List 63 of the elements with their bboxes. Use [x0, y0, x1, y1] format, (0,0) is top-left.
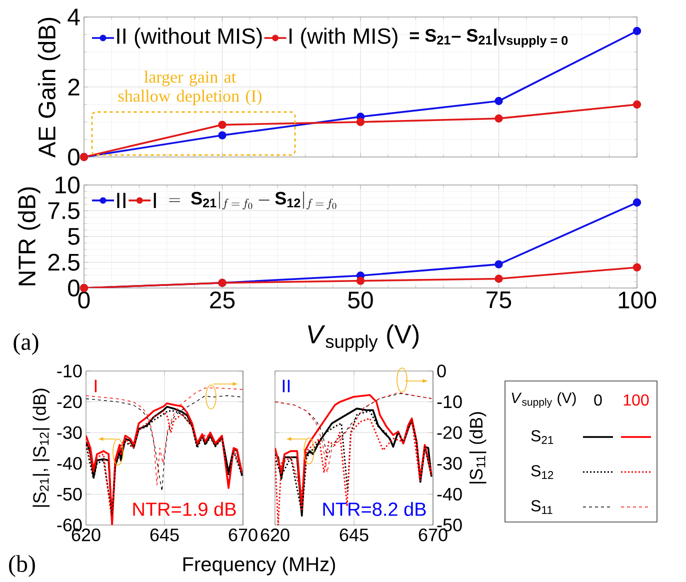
y-axis-title: AE Gain (dB) — [38, 18, 60, 158]
y-tick-label: -50 — [57, 488, 82, 501]
y-tick-label: -20 — [57, 395, 82, 408]
point — [218, 131, 226, 140]
y2-tick-label: -10 — [437, 395, 462, 408]
point — [632, 100, 642, 109]
x-tick-label: 100 — [618, 292, 656, 309]
x-axis-title: Frequency (MHz) — [183, 556, 335, 576]
annotation: NTR=8.2 dB — [323, 502, 426, 516]
annotation: II — [282, 380, 290, 392]
y-tick-label: 0 — [68, 148, 80, 166]
y-tick-label: 2 — [68, 78, 80, 96]
annotation: larger gain at shallow depletion (I) — [118, 70, 262, 106]
y-axis-title: NTR (dB) — [18, 187, 40, 286]
y-tick-label: -10 — [57, 364, 82, 378]
y-axis-title: |S$_{21}$|, |S$_{12}$| (dB) — [32, 388, 50, 507]
point — [494, 96, 503, 106]
y-tick-label: 2.5 — [48, 254, 80, 271]
annotation: I — [94, 380, 97, 392]
point — [356, 276, 365, 285]
y-tick-label: 4 — [68, 8, 80, 26]
point — [494, 260, 503, 268]
text: 0 — [594, 394, 602, 406]
x-tick-label: 50 — [348, 292, 373, 309]
text: 100 — [624, 394, 649, 406]
text: (b) — [9, 555, 35, 577]
y-tick-label: 10 — [56, 176, 80, 194]
legend-label: S$_{11}$ — [531, 500, 552, 514]
x-tick-label: 25 — [210, 292, 235, 309]
point — [632, 26, 642, 36]
annotation: NTR=1.9 dB — [133, 502, 236, 516]
y2-tick-label: -30 — [437, 457, 462, 470]
point — [494, 114, 503, 123]
text: (a) — [14, 333, 38, 355]
x-tick-label: 620 — [260, 528, 290, 542]
point — [632, 198, 642, 207]
y2-tick-label: 0 — [437, 364, 446, 378]
x-tick-label: 670 — [228, 528, 258, 542]
annotation: = S$_{21}$– S$_{21}$|$_{Vsupply = 0}$ — [410, 28, 568, 48]
y2-tick-label: -40 — [437, 488, 462, 501]
point — [356, 118, 365, 126]
x-tick-label: 645 — [150, 528, 179, 542]
y2-axis-title: |S$_{11}$| (dB) — [469, 412, 486, 484]
x-axis-title: V$_{supply}$ (V) — [308, 324, 419, 352]
legend-label: II — [117, 192, 126, 208]
legend-title: V$_{supply}$ (V) — [512, 392, 576, 408]
x-tick-label: 75 — [486, 292, 512, 308]
y2-tick-label: -20 — [437, 426, 462, 439]
legend-label: I — [154, 192, 156, 208]
annotation: $=\ \mathbf{S_{21}}|_{f\,=\,f_0} - \mathbf{S_{12}}|_{f\,=\,f_0}$ — [169, 191, 336, 210]
legend-label: S$_{21}$ — [531, 430, 554, 444]
y-tick-label: -40 — [57, 457, 82, 470]
y-tick-label: 5 — [68, 228, 80, 245]
legend-label: S$_{12}$ — [531, 465, 554, 479]
y-tick-label: 0 — [68, 280, 80, 296]
point — [632, 263, 642, 272]
point — [494, 274, 503, 283]
y-tick-label: 7.5 — [48, 202, 80, 220]
legend-label: I (with MIS) — [290, 28, 398, 48]
y-tick-label: -30 — [57, 426, 82, 439]
legend-label: II (without MIS) — [117, 28, 262, 48]
point — [218, 120, 226, 129]
x-tick-label: 645 — [340, 528, 368, 542]
